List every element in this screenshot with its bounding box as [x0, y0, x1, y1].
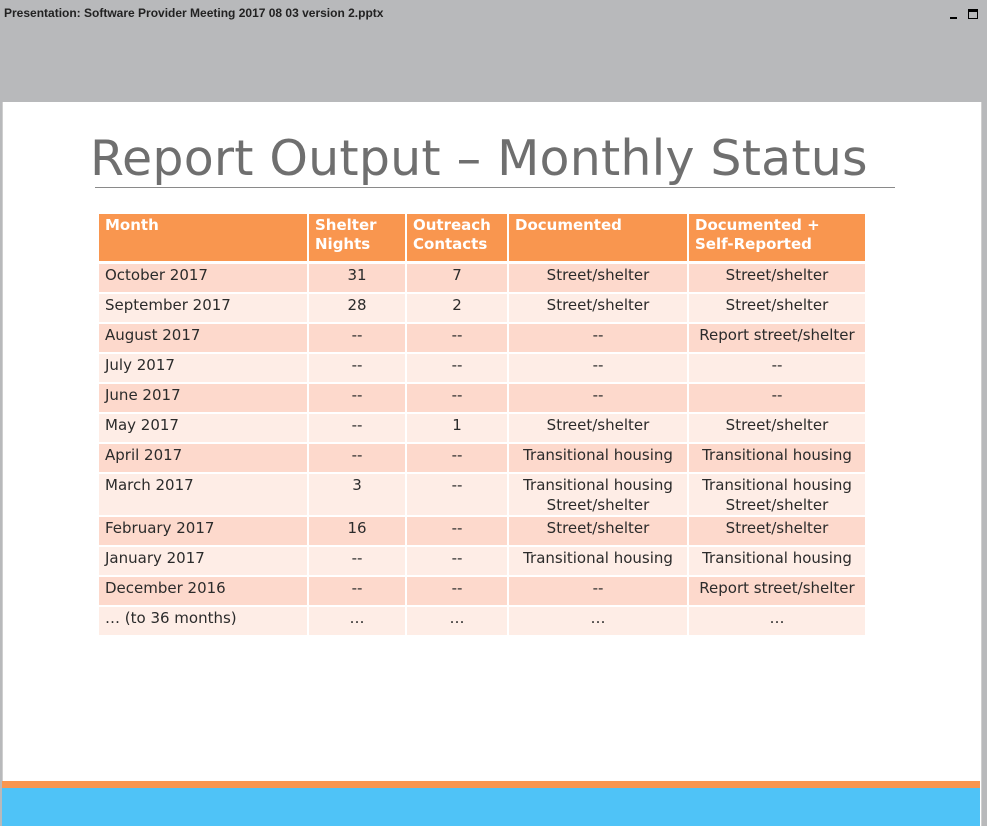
- cell-documented-self-reported: Transitional housing: [688, 546, 867, 577]
- cell-documented-self-reported: Report street/shelter: [688, 576, 867, 607]
- header-outreach-contacts: Outreach Contacts: [406, 214, 509, 264]
- header-documented-self-reported: Documented + Self-Reported: [688, 214, 867, 264]
- table-row: August 2017 -- -- -- Report street/shelter: [99, 323, 867, 354]
- cell-month: August 2017: [99, 323, 309, 354]
- cell-shelter-nights: 31: [308, 262, 407, 294]
- cell-documented-self-reported: --: [688, 353, 867, 384]
- cell-shelter-nights: 28: [308, 293, 407, 324]
- cell-outreach-contacts: --: [406, 383, 509, 414]
- cell-shelter-nights: --: [308, 323, 407, 354]
- cell-shelter-nights: --: [308, 383, 407, 414]
- cell-documented: Street/shelter: [508, 293, 689, 324]
- header-month: Month: [99, 214, 309, 264]
- footer-orange-bar: [2, 781, 980, 788]
- cell-outreach-contacts: --: [406, 546, 509, 577]
- cell-outreach-contacts: --: [406, 576, 509, 607]
- cell-outreach-contacts: --: [406, 516, 509, 547]
- table-row: September 2017 28 2 Street/shelter Street/sh…: [99, 293, 867, 324]
- cell-documented: Transitional housing: [508, 546, 689, 577]
- title-underline: [95, 187, 895, 188]
- minimize-icon[interactable]: [947, 6, 961, 20]
- cell-documented-self-reported: --: [688, 383, 867, 414]
- table-row: December 2016 -- -- -- Report street/shelter: [99, 576, 867, 607]
- maximize-icon[interactable]: [967, 6, 981, 20]
- cell-outreach-contacts: --: [406, 353, 509, 384]
- table-row: January 2017 -- -- Transitional housing Tran…: [99, 546, 867, 577]
- table-row: October 2017 31 7 Street/shelter Street/shel…: [99, 262, 867, 294]
- cell-month: December 2016: [99, 576, 309, 607]
- cell-documented: --: [508, 353, 689, 384]
- table-row: … (to 36 months)…………: [99, 606, 867, 637]
- cell-outreach-contacts: --: [406, 473, 509, 517]
- cell-documented: --: [508, 383, 689, 414]
- cell-documented: Street/shelter: [508, 262, 689, 294]
- cell-documented: Transitional housing: [508, 443, 689, 474]
- table-header-row: Month Shelter Nights Outreach Contacts D…: [99, 214, 867, 264]
- cell-shelter-nights: 16: [308, 516, 407, 547]
- cell-month: … (to 36 months): [99, 606, 309, 637]
- cell-month: January 2017: [99, 546, 309, 577]
- cell-outreach-contacts: --: [406, 443, 509, 474]
- table-row: March 2017 3 -- Transitional housing Street…: [99, 473, 867, 517]
- cell-documented: …: [508, 606, 689, 637]
- cell-outreach-contacts: 7: [406, 262, 509, 294]
- header-documented: Documented: [508, 214, 689, 264]
- window-title: Presentation: Software Provider Meeting …: [4, 6, 384, 20]
- cell-outreach-contacts: --: [406, 323, 509, 354]
- window-titlebar: Presentation: Software Provider Meeting …: [0, 0, 987, 102]
- cell-documented-self-reported: …: [688, 606, 867, 637]
- cell-outreach-contacts: 1: [406, 413, 509, 444]
- cell-outreach-contacts: …: [406, 606, 509, 637]
- cell-shelter-nights: --: [308, 413, 407, 444]
- cell-documented-self-reported: Report street/shelter: [688, 323, 867, 354]
- cell-documented-self-reported: Transitional housing: [688, 443, 867, 474]
- cell-documented-self-reported: Street/shelter: [688, 262, 867, 294]
- table-row: July 2017 -- -- -- --: [99, 353, 867, 384]
- monthly-status-table: Month Shelter Nights Outreach Contacts D…: [99, 214, 867, 637]
- cell-month: April 2017: [99, 443, 309, 474]
- cell-documented: Street/shelter: [508, 413, 689, 444]
- cell-shelter-nights: …: [308, 606, 407, 637]
- cell-shelter-nights: --: [308, 353, 407, 384]
- cell-documented: Street/shelter: [508, 516, 689, 547]
- table-row: April 2017 -- -- Transitional housing Transi…: [99, 443, 867, 474]
- table-row: February 2017 16 -- Street/shelter Street/sh…: [99, 516, 867, 547]
- slide-title: Report Output – Monthly Status: [90, 130, 868, 187]
- cell-documented-self-reported: Street/shelter: [688, 413, 867, 444]
- cell-month: February 2017: [99, 516, 309, 547]
- footer-blue-bar: [2, 788, 980, 826]
- cell-month: March 2017: [99, 473, 309, 517]
- cell-documented-self-reported: Transitional housing Street/shelter: [688, 473, 867, 517]
- cell-month: June 2017: [99, 383, 309, 414]
- header-shelter-nights: Shelter Nights: [308, 214, 407, 264]
- cell-documented-self-reported: Street/shelter: [688, 293, 867, 324]
- cell-shelter-nights: 3: [308, 473, 407, 517]
- table-row: May 2017 -- 1 Street/shelter Street/shelter: [99, 413, 867, 444]
- cell-outreach-contacts: 2: [406, 293, 509, 324]
- cell-month: July 2017: [99, 353, 309, 384]
- cell-month: October 2017: [99, 262, 309, 294]
- cell-documented: --: [508, 323, 689, 354]
- cell-month: September 2017: [99, 293, 309, 324]
- cell-shelter-nights: --: [308, 443, 407, 474]
- cell-shelter-nights: --: [308, 546, 407, 577]
- cell-documented-self-reported: Street/shelter: [688, 516, 867, 547]
- cell-documented: --: [508, 576, 689, 607]
- cell-shelter-nights: --: [308, 576, 407, 607]
- cell-month: May 2017: [99, 413, 309, 444]
- cell-documented: Transitional housing Street/shelter: [508, 473, 689, 517]
- table-row: June 2017 -- -- -- --: [99, 383, 867, 414]
